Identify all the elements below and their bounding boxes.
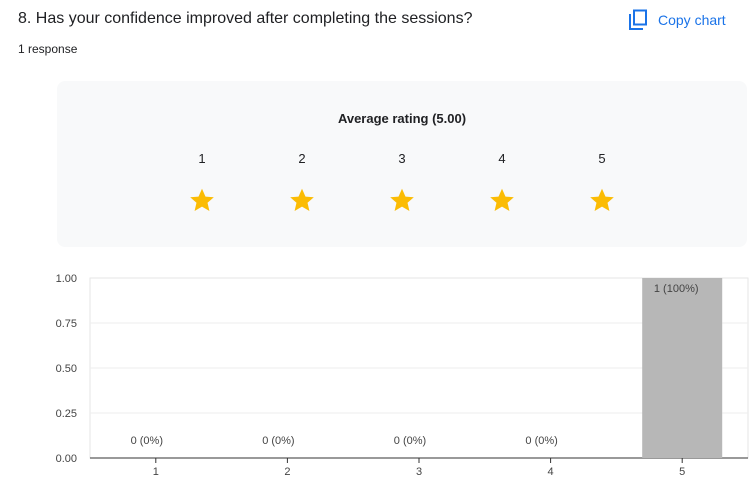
x-tick-label: 3	[416, 466, 422, 478]
star-number: 4	[498, 151, 506, 166]
bar	[642, 278, 723, 458]
star-number: 3	[398, 151, 406, 166]
response-count: 1 response	[18, 42, 78, 56]
rating-star-2: 2	[282, 151, 322, 214]
copy-chart-button[interactable]: Copy chart	[628, 8, 726, 32]
y-tick-label: 0.50	[56, 363, 77, 375]
star-icon	[390, 188, 414, 211]
question-title: 8. Has your confidence improved after co…	[18, 10, 473, 27]
data-label: 0 (0%)	[394, 435, 426, 447]
y-tick-label: 0.25	[56, 408, 77, 420]
copy-icon	[629, 9, 647, 30]
data-label: 0 (0%)	[262, 435, 294, 447]
x-tick-label: 1	[153, 466, 159, 478]
average-rating-panel: Average rating (5.00) 1 2 3 4 5	[57, 81, 747, 247]
star-icon	[490, 188, 514, 211]
x-tick-label: 4	[548, 466, 554, 478]
star-number: 2	[298, 151, 306, 166]
star-icon	[590, 188, 614, 211]
data-label: 0 (0%)	[525, 435, 557, 447]
copy-chart-label: Copy chart	[658, 12, 726, 28]
y-tick-label: 0.75	[56, 318, 77, 330]
star-icon	[190, 188, 214, 211]
x-tick-label: 5	[679, 466, 685, 478]
rating-star-5: 5	[582, 151, 622, 214]
star-number: 5	[598, 151, 606, 166]
x-tick-label: 2	[284, 466, 290, 478]
rating-distribution-chart: 0.00 0.25 0.50 0.75 1.00 0 (0%) 1 0 (0%) 2 0 (0%)…	[56, 273, 749, 478]
data-label: 1 (100%)	[654, 283, 699, 295]
y-tick-label: 1.00	[56, 273, 77, 285]
rating-star-1: 1	[182, 151, 222, 214]
average-rating-title: Average rating (5.00)	[337, 111, 467, 126]
rating-star-4: 4	[482, 151, 522, 214]
data-label: 0 (0%)	[131, 435, 163, 447]
y-tick-label: 0.00	[56, 453, 77, 465]
rating-star-3: 3	[382, 151, 422, 214]
star-icon	[290, 188, 314, 211]
star-number: 1	[198, 151, 206, 166]
